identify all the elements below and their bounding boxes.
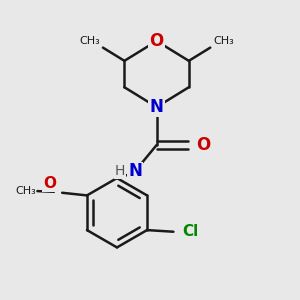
Text: O: O	[43, 176, 56, 191]
Text: H: H	[115, 164, 125, 178]
Text: CH₃: CH₃	[213, 36, 234, 46]
Text: O: O	[149, 32, 164, 50]
Text: CH₃: CH₃	[15, 186, 36, 196]
Text: CH₃: CH₃	[80, 36, 100, 46]
Text: Cl: Cl	[183, 224, 199, 239]
Text: N: N	[128, 163, 142, 181]
Text: O: O	[196, 136, 211, 154]
Text: N: N	[150, 98, 164, 116]
